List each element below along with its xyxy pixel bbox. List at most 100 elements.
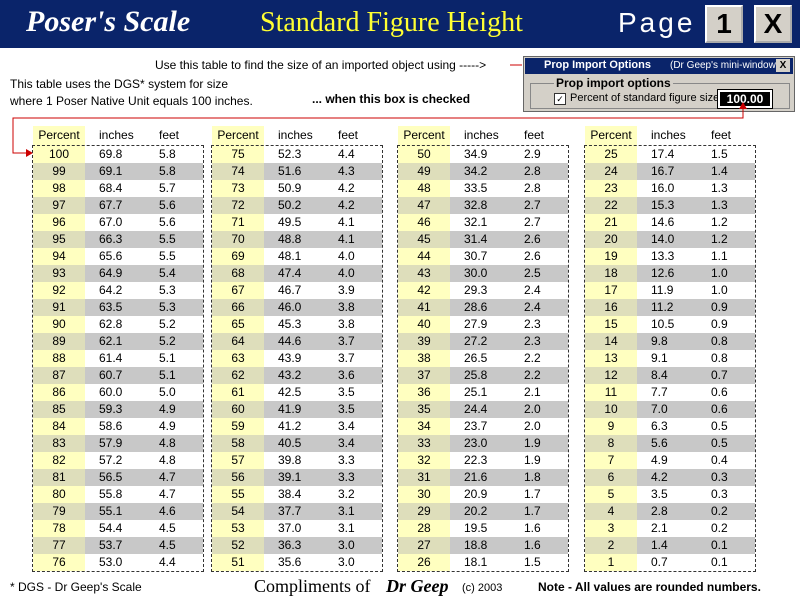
table-cell: 9.1 [651,351,668,365]
table-cell: 4.3 [338,164,355,178]
page-button[interactable]: 1 [705,5,743,43]
table-cell: 2.8 [524,181,541,195]
table-cell: 29.3 [464,283,488,297]
percent-shade [585,367,637,384]
table-cell: 4.9 [651,453,668,467]
table-cell: 5.3 [159,283,176,297]
table-cell: 55.8 [99,487,123,501]
table-cell: 97 [52,198,66,212]
table-cell: 18.1 [464,555,488,569]
table-cell: 1.7 [524,504,541,518]
table-cell: 4.2 [338,181,355,195]
table-cell: 2.7 [524,215,541,229]
table-cell: 31.4 [464,232,488,246]
table-cell: 0.8 [711,351,728,365]
table-cell: 30 [417,487,431,501]
table-cell: 3 [607,521,615,535]
percent-shade [33,503,85,520]
table-cell: 81 [52,470,66,484]
table-cell: 44.6 [278,334,302,348]
table-cell: 48.1 [278,249,302,263]
table-cell: 14 [604,334,618,348]
size-field[interactable]: 100.00 [717,89,773,109]
table-cell: 20.2 [464,504,488,518]
percent-shade [398,265,450,282]
column-header: feet [711,128,732,142]
percent-shade [398,367,450,384]
table-cell: 4.2 [651,470,668,484]
percent-shade [212,231,264,248]
table-cell: 4.7 [159,470,176,484]
percent-shade [585,401,637,418]
table-cell: 57.2 [99,453,123,467]
percent-shade [33,299,85,316]
table-border [397,145,569,572]
table-cell: 4.4 [338,147,355,161]
table-cell: 2.6 [524,232,541,246]
copyright: (c) 2003 [462,582,503,594]
table-cell: 19 [604,249,618,263]
table-cell: 89 [52,334,66,348]
table-cell: 42 [417,283,431,297]
close-button[interactable]: X [754,5,792,43]
table-cell: 2.3 [524,317,541,331]
table-cell: 67.0 [99,215,123,229]
table-cell: 5.5 [159,249,176,263]
table-cell: 4.8 [159,436,176,450]
table-cell: 66.3 [99,232,123,246]
table-cell: 52.3 [278,147,302,161]
table-cell: 5 [607,487,615,501]
table-cell: 57 [231,453,245,467]
percent-shade [398,537,450,554]
table-cell: 7 [607,453,615,467]
intro-line: where 1 Poser Native Unit equals 100 inc… [10,94,253,108]
table-cell: 18 [604,266,618,280]
percent-shade [398,401,450,418]
table-cell: 64.2 [99,283,123,297]
table-cell: 5.2 [159,334,176,348]
table-cell: 60.7 [99,368,123,382]
table-cell: 2.4 [524,300,541,314]
percent-shade [33,265,85,282]
percent-shade [398,299,450,316]
table-cell: 47 [417,198,431,212]
percent-shade [585,503,637,520]
checkbox[interactable]: ✓ [554,93,566,105]
table-cell: 64 [231,334,245,348]
table-cell: 99 [52,164,66,178]
table-cell: 10.5 [651,317,675,331]
percent-shade [585,231,637,248]
table-cell: 2.3 [524,334,541,348]
table-cell: 21 [604,215,618,229]
table-cell: 11.2 [651,300,674,314]
table-cell: 4.0 [338,266,355,280]
table-cell: 8.4 [651,368,668,382]
table-cell: 1.2 [711,215,728,229]
table-cell: 4.6 [159,504,176,518]
percent-shade [585,333,637,350]
mini-close[interactable]: X [776,59,790,72]
table-cell: 66 [231,300,245,314]
table-cell: 41 [417,300,431,314]
table-cell: 0.5 [711,436,728,450]
percent-shade [585,265,637,282]
table-cell: 3.3 [338,470,355,484]
column-header: Percent [38,128,80,142]
table-cell: 4.8 [159,453,176,467]
table-cell: 62 [231,368,245,382]
table-cell: 84 [52,419,66,433]
table-cell: 6 [607,470,615,484]
subtitle: Standard Figure Height [260,7,523,38]
table-cell: 82 [52,453,66,467]
column-header: inches [278,128,313,142]
table-border [584,145,756,572]
percent-shade [212,503,264,520]
percent-shade [212,299,264,316]
table-cell: 50.9 [278,181,302,195]
table-cell: 1.9 [524,436,541,450]
table-cell: 49.5 [278,215,302,229]
table-cell: 52 [231,538,245,552]
table-cell: 40 [417,317,431,331]
table-cell: 3.5 [651,487,668,501]
table-border [211,145,383,572]
